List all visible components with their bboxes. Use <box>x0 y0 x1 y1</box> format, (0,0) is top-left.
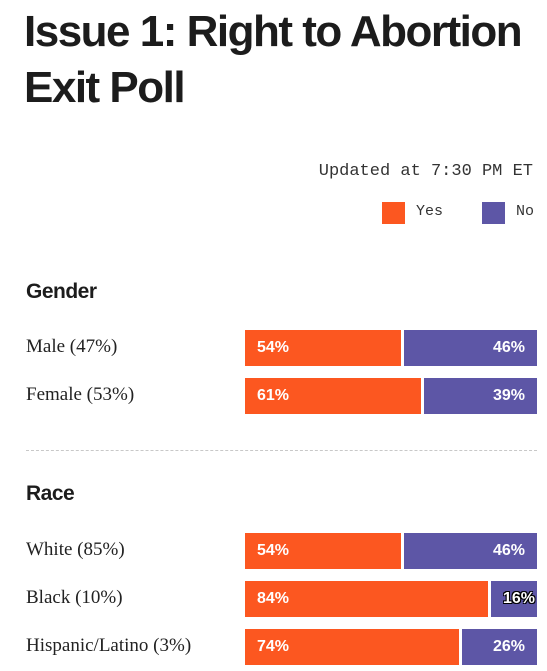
bar-yes: 61% <box>245 378 421 414</box>
bar-yes: 54% <box>245 330 401 366</box>
bar-no-value-label: 26% <box>492 638 525 655</box>
section-title-gender: Gender <box>26 280 97 303</box>
page-title: Issue 1: Right to Abortion Exit Poll <box>24 7 523 112</box>
bar-no-value-label: 46% <box>492 542 525 559</box>
legend-swatch-no <box>482 202 505 224</box>
stacked-bar: 74% 26% <box>245 629 537 665</box>
bar-no: 16% <box>491 581 537 617</box>
row-label: White (85%) <box>26 539 125 560</box>
legend: Yes No <box>382 200 537 224</box>
legend-label-no: No <box>516 203 535 220</box>
bar-no: 46% <box>404 330 537 366</box>
bar-yes-value-label: 61% <box>257 387 290 404</box>
row-label: Male (47%) <box>26 336 118 357</box>
row-label: Female (53%) <box>26 384 135 405</box>
stacked-bar: 54% 46% <box>245 330 537 366</box>
bar-no-value-label: 16% <box>502 590 535 607</box>
bar-no: 46% <box>404 533 537 569</box>
bar-yes-value-label: 74% <box>257 638 290 655</box>
bar-no: 26% <box>462 629 537 665</box>
bar-no: 39% <box>424 378 537 414</box>
updated-timestamp: Updated at 7:30 PM ET <box>318 162 533 181</box>
bar-yes-value-label: 84% <box>257 590 290 607</box>
stacked-bar: 84% 16% <box>245 581 537 617</box>
row-label: Black (10%) <box>26 587 123 608</box>
bar-yes-value-label: 54% <box>257 339 290 356</box>
stacked-bar: 61% 39% <box>245 378 537 414</box>
stacked-bar: 54% 46% <box>245 533 537 569</box>
legend-label-yes: Yes <box>416 203 444 220</box>
bar-yes: 74% <box>245 629 459 665</box>
bar-no-value-label: 46% <box>492 339 525 356</box>
section-divider <box>26 450 537 451</box>
bar-yes: 84% <box>245 581 488 617</box>
section-title-race: Race <box>26 482 75 505</box>
row-label: Hispanic/Latino (3%) <box>26 635 192 656</box>
bar-no-value-label: 39% <box>492 387 525 404</box>
bar-yes: 54% <box>245 533 401 569</box>
bar-yes-value-label: 54% <box>257 542 290 559</box>
legend-swatch-yes <box>382 202 405 224</box>
